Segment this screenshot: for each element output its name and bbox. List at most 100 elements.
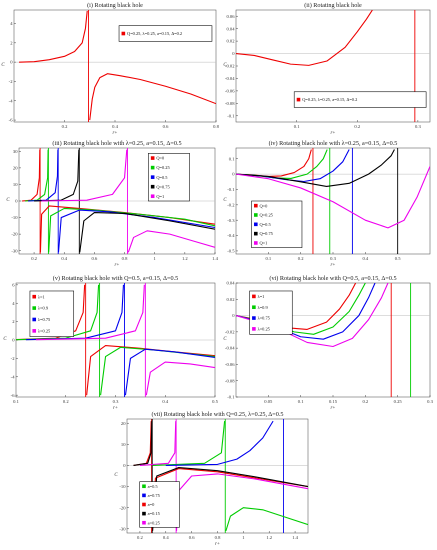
chart-vii: (vii) Rotating black hole with Q=0.25, λ… <box>114 411 309 547</box>
y-tick-label: -30 <box>11 248 18 253</box>
x-axis-label: r+ <box>114 263 119 268</box>
x-axis-label: r+ <box>113 406 118 411</box>
y-tick-label: -0.04 <box>225 76 235 81</box>
y-tick-label: -10 <box>119 484 126 489</box>
chart-vi: (vi) Rotating black hole with Q=0.5, a=0… <box>223 275 433 411</box>
x-tick-label: 0.25 <box>394 399 403 404</box>
legend-label: λ=1 <box>258 294 265 299</box>
y-tick-label: -0.02 <box>225 329 235 334</box>
legend-label: Q=0.25, λ=0.25, a=0.15, Δ=0.2 <box>302 97 357 103</box>
x-tick-label: 0.2 <box>62 124 68 129</box>
legend-label: Q=0.25 <box>260 213 274 218</box>
x-tick-label: 1.2 <box>182 256 188 261</box>
y-tick-label: -2 <box>9 79 14 84</box>
x-tick-label: 1 <box>154 256 157 261</box>
chart-title: (i) Rotating black hole <box>87 2 143 9</box>
legend: Q=0 Q=0.25 Q=0.5 Q=0.75 Q=1 <box>251 200 303 248</box>
legend: Q=0 Q=0.25 Q=0.5 Q=0.75 Q=1 <box>148 153 190 202</box>
chart-title: (ii) Rotating black hole <box>304 2 362 9</box>
y-tick-label: -0.08 <box>225 101 235 106</box>
series-line <box>28 149 59 202</box>
x-tick-label: 0.8 <box>122 256 128 261</box>
x-tick-label: 0.4 <box>61 256 67 261</box>
y-axis-label: C <box>114 473 118 478</box>
chart-title: (iii) Rotating black hole with λ=0.25, a… <box>52 140 181 147</box>
legend-box <box>148 153 190 202</box>
legend-label: a=0 <box>148 502 155 507</box>
chart-title: (iv) Rotating black hole with λ=0.25, a=… <box>269 140 398 147</box>
series-line <box>152 421 226 466</box>
legend-label: a=0.15 <box>148 511 161 516</box>
x-axis-label: r+ <box>330 131 335 136</box>
y-tick-label: -0.2 <box>227 202 235 207</box>
legend-label: λ=0.25 <box>258 326 271 331</box>
legend-box <box>249 290 293 335</box>
legend-swatch <box>254 213 258 217</box>
x-tick-label: 0.6 <box>189 535 195 540</box>
x-tick-label: 1.2 <box>266 535 272 540</box>
series-line <box>57 209 215 253</box>
y-tick-label: -0.02 <box>225 64 235 69</box>
legend-swatch <box>252 327 256 331</box>
x-tick-label: 0.2 <box>137 535 143 540</box>
legend-swatch <box>121 31 126 36</box>
chart-iii: (iii) Rotating black hole with λ=0.25, a… <box>6 140 218 268</box>
x-tick-label: 0.2 <box>31 256 37 261</box>
x-tick-label: 0.4 <box>162 399 168 404</box>
x-tick-label: 0.05 <box>264 399 273 404</box>
x-axis-label: r+ <box>330 263 335 268</box>
y-tick-label: -0.3 <box>227 218 235 223</box>
legend-box <box>293 91 427 108</box>
series-line <box>236 149 395 187</box>
legend-swatch <box>254 231 258 236</box>
legend-label: a=0.25 <box>148 520 161 525</box>
legend-swatch <box>142 511 146 516</box>
y-tick-label: 0 <box>15 199 18 204</box>
y-tick-label: 0.02 <box>226 39 235 44</box>
chart-i: (i) Rotating black hole 0.2 0.4 0.6 0.8 -6 -4 -… <box>1 2 219 136</box>
y-tick-label: 0.02 <box>226 297 235 302</box>
series-line <box>100 346 215 396</box>
y-tick-label: -0.04 <box>225 346 235 351</box>
x-tick-label: 0.3 <box>415 124 421 129</box>
series-line <box>145 361 215 396</box>
legend-label: λ=0.9 <box>38 306 49 311</box>
legend-box <box>139 481 180 528</box>
legend-box <box>29 290 75 337</box>
y-tick-label: -20 <box>119 505 126 510</box>
series-line <box>79 212 215 253</box>
legend-swatch <box>32 317 37 322</box>
legend-label: Q=0.25 <box>156 165 170 170</box>
x-tick-label: 1.4 <box>212 256 218 261</box>
y-tick-label: -0.4 <box>227 233 235 238</box>
legend-swatch <box>296 97 301 102</box>
legend-label: Q=0.75 <box>156 184 170 189</box>
x-tick-label: 0.1 <box>298 399 304 404</box>
legend-label: Q=0.5 <box>156 175 168 180</box>
legend-swatch <box>252 316 256 320</box>
y-tick-label: -0.08 <box>225 378 235 383</box>
y-tick-label: 2 <box>12 319 15 324</box>
series-line <box>236 149 312 177</box>
y-tick-label: 4 <box>10 21 13 26</box>
legend-label: a=0.5 <box>148 484 159 489</box>
legend-swatch <box>150 194 155 199</box>
legend: λ=1 λ=0.9 λ=0.75 λ=0.25 <box>249 290 293 335</box>
x-axis-label: r+ <box>330 406 335 411</box>
legend-label: Q=0.5 <box>260 222 272 227</box>
x-tick-label: 0.1 <box>294 124 300 129</box>
y-tick-label: -0.1 <box>227 395 235 400</box>
legend-swatch <box>254 241 258 245</box>
legend-label: λ=0.75 <box>38 317 51 322</box>
y-tick-label: 0 <box>123 463 126 468</box>
series-line <box>19 10 88 63</box>
y-tick-label: 4 <box>12 301 15 306</box>
y-axis-label: C <box>6 198 10 203</box>
y-axis-label: C <box>223 63 227 68</box>
y-tick-label: -0.1 <box>227 113 235 118</box>
legend-label: Q=0.75 <box>260 231 274 236</box>
y-tick-label: -20 <box>11 232 18 237</box>
y-tick-label: 30 <box>13 149 18 154</box>
series-line <box>124 348 215 396</box>
